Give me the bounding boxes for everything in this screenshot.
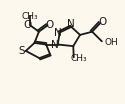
Text: O: O <box>24 20 32 30</box>
Text: O: O <box>45 20 54 30</box>
Text: N: N <box>54 27 62 38</box>
Text: CH₃: CH₃ <box>22 12 38 21</box>
Text: N: N <box>52 40 59 50</box>
Text: N: N <box>68 19 75 30</box>
Text: O: O <box>98 17 106 27</box>
Text: S: S <box>19 46 25 56</box>
Text: OH: OH <box>105 38 118 47</box>
Text: CH₃: CH₃ <box>71 54 87 63</box>
